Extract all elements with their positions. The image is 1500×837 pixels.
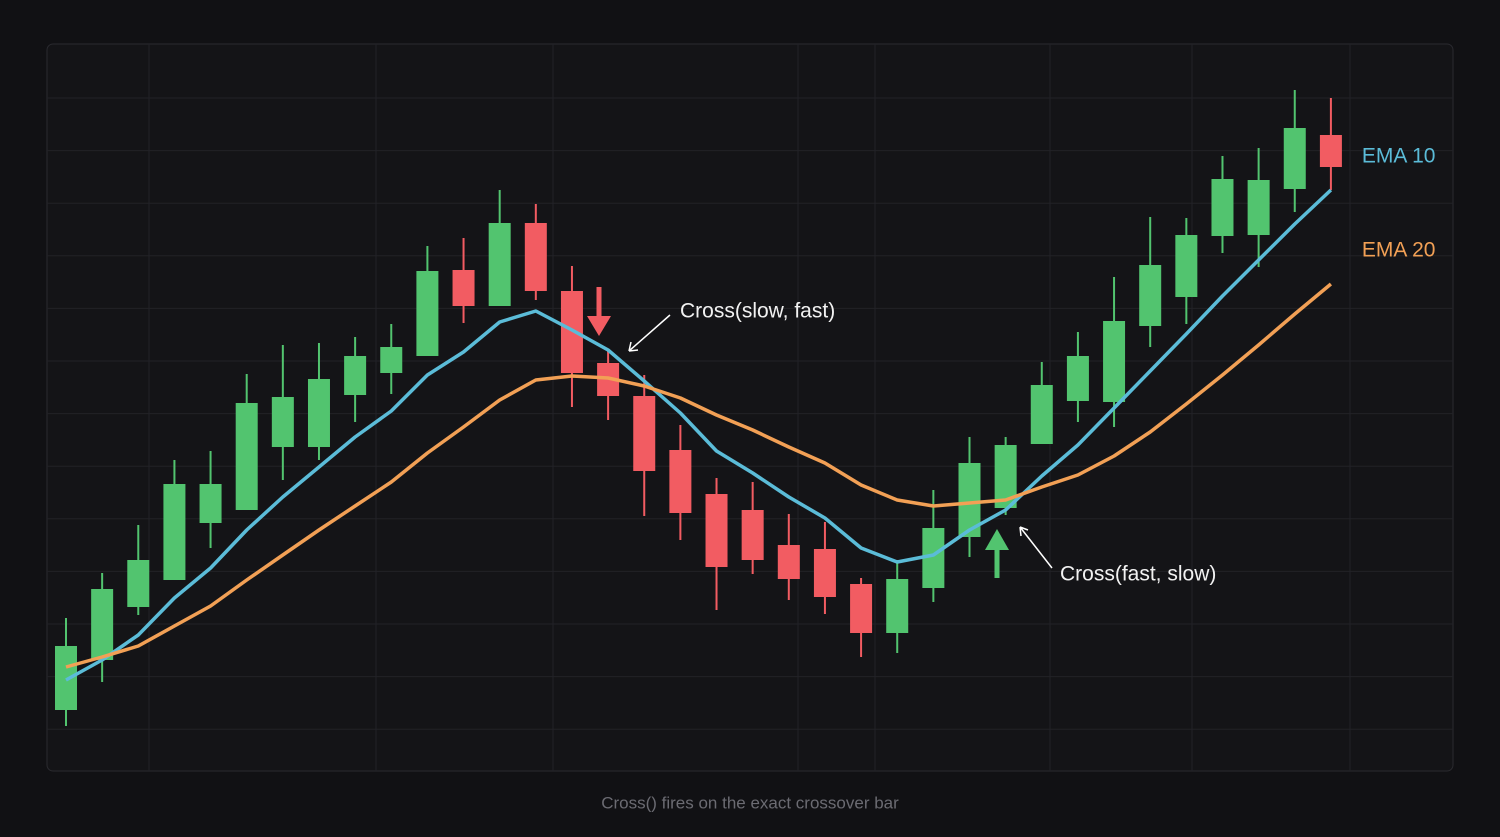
- annotation-pointer: [1019, 526, 1053, 569]
- candle-body: [452, 270, 475, 306]
- candle-body: [271, 397, 294, 447]
- ema-line: [65, 282, 1333, 669]
- candle-body: [1030, 385, 1053, 444]
- candle-body: [886, 579, 909, 633]
- candle-body: [1247, 180, 1270, 235]
- annotation: Cross(slow, fast): [680, 300, 835, 323]
- candle-body: [1139, 265, 1162, 326]
- candle-body: [633, 396, 656, 471]
- cross-up-arrow-head: [985, 529, 1009, 550]
- candle-body: [1066, 356, 1089, 401]
- candle-body: [163, 484, 186, 580]
- candle-body: [1283, 128, 1306, 189]
- candle-body: [488, 223, 511, 306]
- candle-body: [741, 510, 764, 560]
- candle-body: [994, 445, 1017, 508]
- marks: [55, 90, 1342, 726]
- candle-body: [307, 379, 330, 447]
- candle-body: [1175, 235, 1198, 297]
- series-label: EMA 20: [1362, 239, 1436, 262]
- candle-body: [1211, 179, 1234, 236]
- candle-body: [235, 403, 258, 510]
- candle-body: [922, 528, 945, 588]
- grid: [47, 44, 1453, 771]
- candle-body: [813, 549, 836, 597]
- candle-body: [91, 589, 114, 660]
- annotation: Cross(fast, slow): [1060, 563, 1216, 586]
- candle-body: [669, 450, 692, 513]
- candle-body: [1103, 321, 1126, 402]
- candle-body: [380, 347, 403, 373]
- caption: Cross() fires on the exact crossover bar: [601, 793, 899, 812]
- plot-panel: [46, 43, 1454, 772]
- cross-down-arrow-head: [587, 316, 611, 336]
- candle-body: [524, 223, 547, 291]
- candle-body: [777, 545, 800, 579]
- ema-line: [65, 188, 1333, 682]
- candle-body: [127, 560, 150, 607]
- candle-body: [705, 494, 728, 567]
- series-label: EMA 10: [1362, 145, 1436, 168]
- candle-body: [199, 484, 222, 523]
- candle-body: [850, 584, 873, 633]
- candle-body: [958, 463, 981, 537]
- candle-body: [416, 271, 439, 356]
- candle-body: [344, 356, 367, 395]
- candle-body: [560, 291, 583, 373]
- annotation-pointer: [628, 314, 671, 352]
- candle-body: [1319, 135, 1342, 167]
